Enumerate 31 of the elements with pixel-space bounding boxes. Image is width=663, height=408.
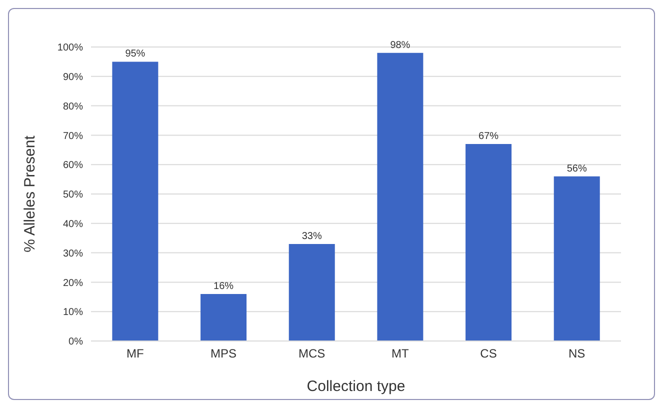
x-tick-label: MCS (298, 346, 326, 361)
x-tick-label: MT (392, 346, 410, 361)
bar (466, 144, 512, 341)
bar (554, 176, 600, 341)
bar (112, 62, 158, 341)
y-tick-label: 30% (62, 248, 84, 260)
x-tick-label: MPS (210, 346, 237, 361)
y-axis-title: % Alleles Present (21, 134, 38, 252)
x-tick-label: NS (568, 346, 586, 361)
y-tick-label: 40% (62, 218, 84, 230)
x-tick-label: MF (126, 346, 144, 361)
y-tick-label: 100% (57, 42, 84, 54)
data-label: 16% (214, 280, 234, 292)
y-tick-label: 90% (62, 72, 84, 83)
y-tick-label: 10% (62, 307, 84, 318)
y-tick-label: 50% (62, 190, 84, 201)
x-tick-label: CS (480, 346, 497, 361)
data-label: 56% (566, 163, 587, 174)
y-tick-label: 70% (62, 130, 84, 142)
bar (377, 52, 424, 341)
data-label: 98% (390, 40, 410, 51)
y-tick-label: 0% (68, 336, 84, 348)
y-tick-label: 60% (62, 160, 84, 172)
data-label: 67% (478, 131, 499, 142)
bar (288, 244, 335, 341)
x-axis-title: Collection type (306, 378, 406, 395)
data-label: 33% (302, 230, 322, 242)
y-tick-label: 80% (62, 101, 84, 112)
data-label: 95% (125, 48, 146, 60)
bar (200, 294, 247, 341)
y-tick-label: 20% (62, 278, 84, 289)
